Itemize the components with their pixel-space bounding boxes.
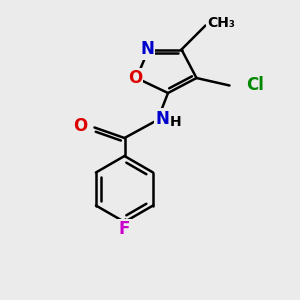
Text: O: O [128, 69, 142, 87]
Text: CH₃: CH₃ [207, 16, 235, 30]
Text: O: O [73, 117, 87, 135]
Text: N: N [140, 40, 154, 58]
Text: F: F [119, 220, 130, 238]
Text: Cl: Cl [246, 76, 264, 94]
Text: H: H [170, 116, 181, 129]
Text: N: N [155, 110, 169, 128]
